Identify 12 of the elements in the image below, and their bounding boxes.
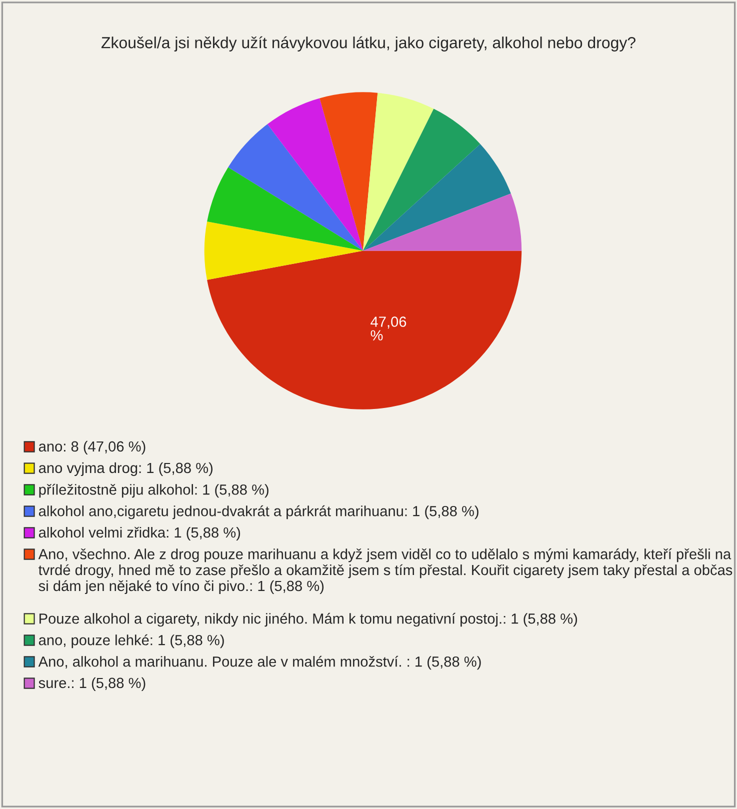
chart-title: Zkoušel/a jsi někdy užít návykovou látku, jako cigarety, alkohol nebo drogy? [101, 36, 636, 52]
legend-label: ano, pouze lehké: 1 (5,88 %) [38, 634, 224, 648]
legend-label: ano vyjma drog: 1 (5,88 %) [38, 462, 213, 476]
data-label: 47,06 % [370, 316, 406, 340]
legend-label: příležitostně piju alkohol: 1 (5,88 %) [39, 484, 268, 498]
legend-label: alkohol velmi zřidka: 1 (5,88 %) [38, 526, 240, 541]
legend-label: Ano, všechno. Ale z drog pouze marihuanu a když jsem viděl co to udělalo s mými kamarády, kteří přešli na tvrdé drogy, hned mě to zase přešlo a okamžitě jsem s tím přestal. Kouřit cigarety jsem taky přestal a občas si dám jen nějaké to víno či pivo.: 1 (5,88 %) [38, 548, 732, 594]
legend-label: Pouze alkohol a cigarety, nikdy nic jiného. Mám k tomu negativní postoj.: 1 (5,88 %) [40, 612, 578, 627]
legend-label: alkohol ano,cigaretu jednou-dvakrát a párkrát marihuanu: 1 (5,88 %) [38, 505, 478, 520]
legend-label: ano: 8 (47,06 %) [38, 440, 146, 454]
legend-label: sure.: 1 (5,88 %) [38, 677, 146, 691]
legend-label: Ano, alkohol a marihuanu. Pouze ale v malém množství. : 1 (5,88 %) [38, 656, 481, 670]
